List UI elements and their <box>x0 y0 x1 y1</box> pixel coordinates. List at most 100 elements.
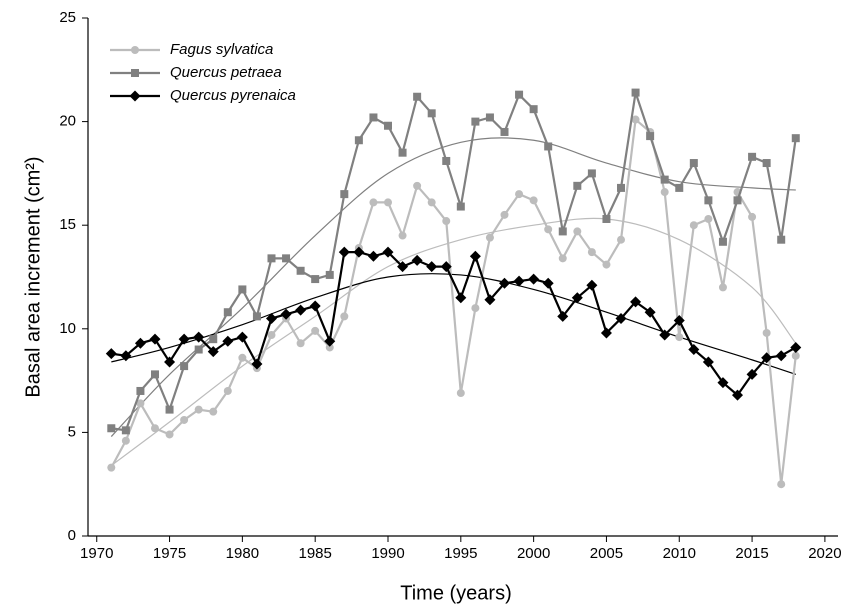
data-point <box>617 235 626 244</box>
y-tick-label: 10 <box>59 320 76 337</box>
data-point <box>529 196 538 205</box>
data-point <box>340 190 349 199</box>
data-point <box>105 348 117 360</box>
data-point <box>354 136 363 145</box>
data-point <box>411 254 423 266</box>
data-point <box>485 113 494 122</box>
data-point <box>238 353 247 362</box>
data-point <box>207 346 219 358</box>
x-tick-label: 2015 <box>735 545 768 562</box>
x-tick-label: 1995 <box>444 545 477 562</box>
data-point <box>469 250 481 262</box>
data-point <box>558 227 567 236</box>
data-point <box>791 351 800 360</box>
data-point <box>280 308 292 320</box>
data-point <box>164 356 176 368</box>
data-point <box>456 389 465 398</box>
data-point <box>485 233 494 242</box>
data-point <box>150 370 159 379</box>
data-point <box>733 196 742 205</box>
data-point <box>222 335 234 347</box>
x-tick-label: 1985 <box>298 545 331 562</box>
legend-label: Quercus petraea <box>170 64 282 81</box>
data-point <box>587 169 596 178</box>
data-point <box>573 227 582 236</box>
data-point <box>777 235 786 244</box>
data-point <box>777 480 786 489</box>
data-point <box>586 279 598 291</box>
data-point <box>340 312 349 321</box>
data-point <box>295 304 307 316</box>
data-point <box>397 261 409 273</box>
data-point <box>499 277 511 289</box>
data-point <box>717 377 729 389</box>
data-point <box>542 277 554 289</box>
data-point <box>630 296 642 308</box>
data-point <box>544 142 553 151</box>
data-point <box>718 283 727 292</box>
data-point <box>296 266 305 275</box>
series-line <box>110 117 797 485</box>
data-point <box>775 350 787 362</box>
data-point <box>296 339 305 348</box>
y-tick-label: 20 <box>59 113 76 130</box>
data-point <box>660 188 669 197</box>
data-point <box>659 329 671 341</box>
data-point <box>704 214 713 223</box>
data-point <box>236 331 248 343</box>
data-point <box>617 183 626 192</box>
data-point <box>702 356 714 368</box>
data-point <box>369 198 378 207</box>
data-point <box>194 405 203 414</box>
data-point <box>413 92 422 101</box>
data-point <box>689 159 698 168</box>
data-point <box>267 254 276 263</box>
x-tick-label: 1970 <box>80 545 113 562</box>
data-point <box>762 328 771 337</box>
data-point <box>223 308 232 317</box>
x-tick-label: 2020 <box>808 545 841 562</box>
data-point <box>165 405 174 414</box>
data-point <box>442 217 451 226</box>
series-line <box>111 250 797 397</box>
x-tick-label: 1975 <box>153 545 186 562</box>
data-point <box>338 246 350 258</box>
data-point <box>136 386 145 395</box>
data-point <box>440 261 452 273</box>
data-point <box>529 105 538 114</box>
data-point <box>544 225 553 234</box>
data-point <box>455 292 467 304</box>
data-point <box>384 198 392 207</box>
y-tick-label: 0 <box>68 527 76 544</box>
data-point <box>688 344 700 356</box>
data-point <box>367 250 379 262</box>
legend-marker <box>129 90 141 102</box>
data-point <box>442 156 451 165</box>
data-point <box>121 436 130 445</box>
data-point <box>209 335 218 344</box>
data-point <box>528 273 540 285</box>
data-point <box>675 333 684 342</box>
data-point <box>384 121 392 130</box>
data-point <box>646 132 655 141</box>
data-point <box>311 275 320 284</box>
y-tick-label: 25 <box>59 9 76 26</box>
x-tick-label: 2010 <box>663 545 696 562</box>
data-point <box>180 415 189 424</box>
legend-label: Quercus pyrenaica <box>170 87 296 104</box>
data-point <box>791 134 800 143</box>
data-point <box>631 88 640 97</box>
data-point <box>615 312 627 324</box>
data-point <box>178 333 190 345</box>
data-point <box>194 345 203 354</box>
data-point <box>513 275 525 287</box>
legend-label: Fagus sylvatica <box>170 41 273 58</box>
data-point <box>324 335 336 347</box>
data-point <box>325 343 334 352</box>
data-point <box>732 389 744 401</box>
data-point <box>748 212 757 221</box>
data-point <box>107 424 116 433</box>
data-point <box>573 181 582 190</box>
data-point <box>165 430 174 439</box>
data-point <box>587 248 596 257</box>
